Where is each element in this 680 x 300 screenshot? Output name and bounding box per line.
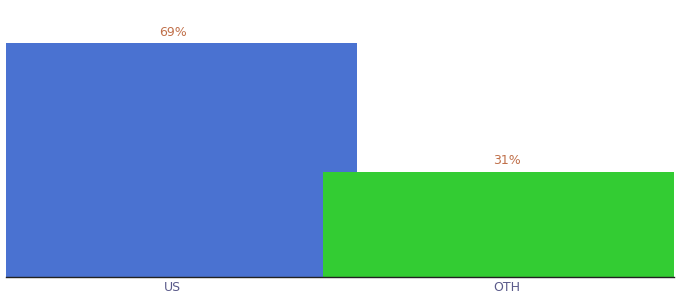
Bar xyxy=(0,43,357,277)
Text: 69%: 69% xyxy=(159,26,186,39)
Bar xyxy=(323,172,680,277)
Text: 31%: 31% xyxy=(494,154,521,167)
